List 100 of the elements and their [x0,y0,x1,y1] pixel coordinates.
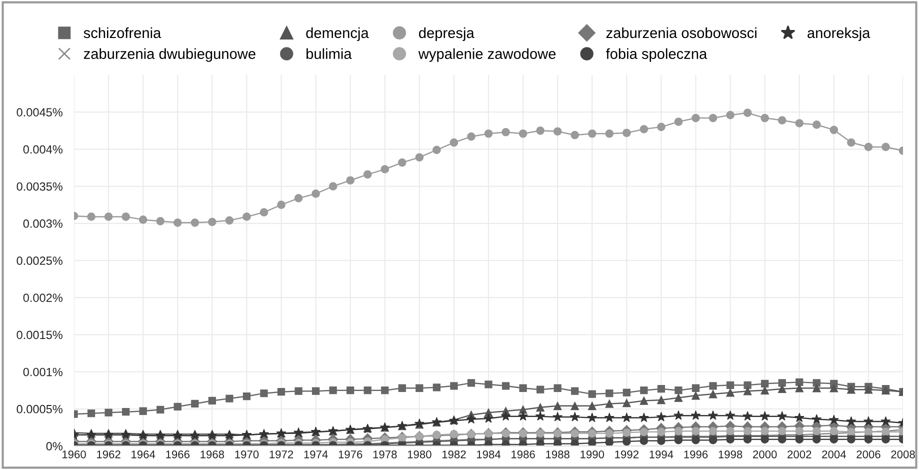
point [328,182,338,190]
point [87,212,96,221]
point [847,138,856,147]
legend-label: zaburzenia osobowosci [606,27,756,38]
point [778,379,786,387]
point [536,403,544,412]
legend-label: depresja [419,27,474,41]
point [760,426,770,436]
point [450,382,458,390]
point [812,384,821,392]
x-tick-label: 1960 [62,450,86,458]
point [606,389,614,398]
x-tick-label: 1972 [270,450,294,458]
point [864,385,873,394]
point [778,435,786,444]
x-tick-label: 1996 [684,450,708,458]
point [432,146,441,154]
x-tick-label: 1970 [235,450,259,458]
point [139,407,147,415]
point [864,142,873,152]
y-tick-label: 0.0025% [16,256,62,265]
point [570,429,580,438]
point [467,379,476,387]
point [622,437,631,446]
x-tick-label: 1968 [200,450,224,458]
point [242,392,251,400]
point [828,414,839,424]
point [122,408,130,416]
y-tick-label: 0.001% [23,368,62,376]
point [156,217,165,226]
point [657,428,666,436]
point [225,216,234,225]
point [87,410,96,418]
point [760,386,770,395]
point [605,429,614,438]
x-tick-label: 1982 [442,450,466,458]
x-tick-label: 1962 [97,450,120,458]
point [692,391,700,400]
y-tick-label: 0.0045% [16,108,62,116]
point [882,142,890,152]
point [571,387,579,395]
point [795,435,804,444]
point [692,114,700,122]
point [553,440,562,446]
x-tick-label: 1990 [580,450,604,458]
point [190,218,200,227]
point [294,387,302,395]
point [552,412,563,422]
point [674,386,682,394]
point [260,389,268,398]
point [588,438,596,446]
point [743,435,752,444]
point [656,412,666,422]
point [708,426,718,436]
x-tick-label: 1978 [373,450,397,458]
point [726,426,734,436]
y-tick-label: 0.0005% [16,404,62,414]
y-tick-label: 0.004% [23,145,62,154]
point [708,390,718,398]
y-tick-label: 0.0015% [16,330,62,340]
x-tick-label: 1966 [166,450,190,458]
point [743,386,752,396]
point [726,110,734,120]
x-tick-label: 1998 [718,450,742,458]
point [536,126,544,135]
x-tick-label: 1992 [615,450,638,458]
point [553,402,562,410]
point [674,410,684,420]
point [743,426,752,436]
point [312,190,320,198]
point [364,386,372,394]
point [518,129,528,138]
point [622,412,632,422]
point [570,412,580,422]
point [570,130,580,140]
point [778,426,786,436]
legend-label: anoreksja [808,27,870,41]
point [588,129,596,138]
point [329,386,337,394]
point [122,212,130,221]
point [277,388,286,396]
point [692,426,700,436]
point [692,436,700,444]
point [795,426,804,436]
point [138,216,148,224]
point [380,165,390,174]
y-tick-label: 0.0035% [16,182,62,191]
point [622,428,631,437]
point [708,436,718,444]
point [484,380,492,388]
point [450,138,458,147]
point [174,402,182,410]
point [346,176,355,185]
x-tick-label: 2000 [753,450,777,458]
x-tick-label: 1988 [546,450,570,458]
point [398,384,406,392]
point [742,411,753,421]
point [778,384,786,394]
point [518,405,528,414]
point [640,386,648,394]
